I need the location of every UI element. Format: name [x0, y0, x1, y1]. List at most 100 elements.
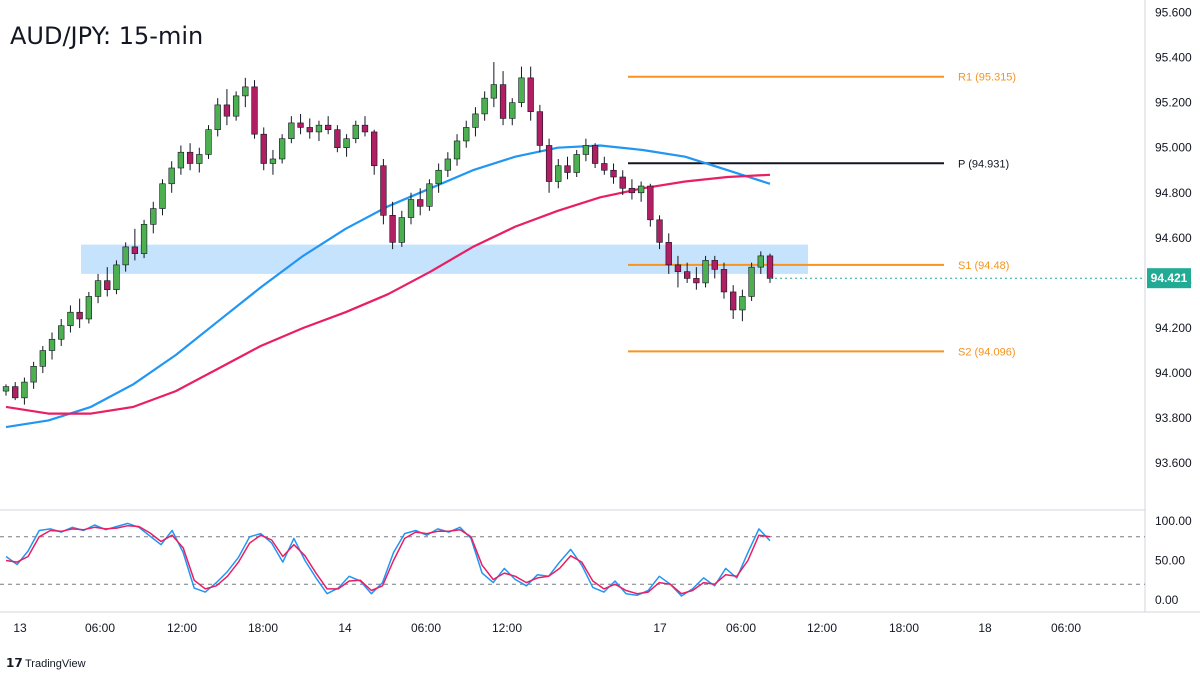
time-tick-label: 06:00 — [411, 621, 441, 635]
candle-down — [251, 86, 258, 135]
price-axis[interactable]: 95.60095.40095.20095.00094.80094.60094.4… — [1155, 6, 1192, 471]
last-price-badge: 94.421 — [1147, 268, 1191, 289]
price-tick-label: 94.600 — [1155, 231, 1192, 245]
candle-down — [334, 129, 341, 149]
candle-up — [472, 113, 479, 128]
candle-up — [702, 260, 709, 284]
level-label-p: P (94.931) — [958, 158, 1009, 170]
price-tick-label: 94.000 — [1155, 366, 1192, 380]
candle-up — [150, 208, 157, 225]
candle-up — [582, 145, 590, 155]
time-tick-label: 13 — [13, 621, 27, 635]
level-label-s1: S1 (94.48) — [958, 260, 1009, 272]
candle-up — [39, 350, 46, 367]
oscillator-axis[interactable]: 100.00 50.00 0.00 — [1155, 514, 1192, 607]
candle-down — [564, 165, 571, 173]
time-tick-label: 18:00 — [889, 621, 919, 635]
time-axis[interactable]: 13 06:00 12:00 18:00 14 06:00 12:00 17 06:00 12:0… — [13, 621, 1081, 635]
candle-up — [288, 122, 295, 140]
candle-up — [573, 154, 580, 173]
candle-down — [361, 124, 369, 133]
candle-down — [656, 219, 663, 243]
candle-down — [223, 104, 231, 117]
time-tick-label: 14 — [338, 621, 352, 635]
oscillator-line-d — [5, 524, 771, 595]
candle-down — [628, 187, 636, 194]
candle-up — [113, 264, 120, 290]
candle-down — [545, 145, 553, 182]
candle-up — [315, 124, 323, 133]
candle-down — [674, 264, 682, 272]
candle-down — [720, 269, 728, 293]
candle-up — [21, 381, 28, 399]
candle-down — [619, 176, 626, 189]
tradingview-logo[interactable]: 𝟭𝟳 TradingView — [6, 656, 86, 670]
oscillator-tick-label: 100.00 — [1155, 514, 1192, 528]
candle-down — [647, 185, 654, 221]
moving-average-blue — [5, 144, 771, 429]
candle-down — [380, 165, 387, 216]
candle-up — [555, 165, 562, 182]
time-tick-label: 06:00 — [1051, 621, 1081, 635]
time-tick-label: 18:00 — [248, 621, 278, 635]
candle-down — [297, 122, 304, 128]
chart-title: AUD/JPY: 15-min — [10, 22, 203, 50]
moving-average-layer — [5, 144, 771, 429]
candle-up — [168, 167, 175, 185]
price-tick-label: 95.000 — [1155, 141, 1192, 155]
candle-up — [122, 246, 129, 266]
candle-down — [76, 311, 83, 320]
support-zone — [81, 244, 808, 274]
moving-average-pink — [5, 173, 771, 415]
price-tick-label: 94.800 — [1155, 186, 1192, 200]
candle-up — [453, 140, 461, 160]
candle-down — [601, 163, 608, 171]
candle-down — [730, 291, 737, 311]
candle-up — [159, 183, 166, 209]
candle-up — [58, 325, 65, 340]
candle-up — [739, 296, 746, 311]
candle-up — [352, 124, 359, 140]
time-tick-label: 12:00 — [492, 621, 522, 635]
candle-up — [85, 296, 92, 320]
candle-down — [131, 246, 139, 254]
oscillator-tick-label: 0.00 — [1155, 593, 1179, 607]
candle-up — [214, 104, 221, 130]
candle-down — [417, 199, 424, 207]
time-tick-label: 17 — [653, 621, 667, 635]
candle-down — [186, 151, 194, 164]
candle-up — [48, 338, 56, 351]
candle-down — [325, 124, 332, 130]
candle-up — [67, 311, 74, 327]
candle-up — [444, 158, 451, 171]
oscillator-tick-label: 50.00 — [1155, 554, 1185, 568]
candle-down — [610, 169, 617, 178]
candlestick-layer — [2, 62, 1145, 405]
oscillator-layer — [0, 522, 1145, 597]
candle-down — [536, 111, 544, 146]
candle-up — [426, 183, 433, 207]
time-tick-label: 12:00 — [807, 621, 837, 635]
candle-down — [684, 271, 691, 279]
candle-up — [637, 185, 645, 194]
candle-up — [509, 102, 516, 119]
time-tick-label: 18 — [978, 621, 992, 635]
pivot-levels-layer: R1 (95.315) P (94.931) S1 (94.48) S2 (94.09… — [628, 72, 1016, 358]
candle-up — [242, 86, 249, 97]
support-zone-layer — [81, 244, 808, 274]
candle-down — [693, 278, 700, 284]
candle-up — [748, 266, 755, 297]
candle-up — [278, 138, 286, 160]
candle-down — [591, 145, 599, 164]
candle-down — [389, 215, 396, 243]
candle-down — [711, 260, 718, 270]
price-tick-label: 95.200 — [1155, 96, 1192, 110]
candle-up — [232, 95, 240, 117]
candle-down — [371, 131, 378, 167]
price-tick-label: 94.200 — [1155, 321, 1192, 335]
candle-up — [269, 158, 277, 164]
candle-down — [665, 242, 672, 266]
last-price-bg — [1147, 268, 1191, 289]
candle-up — [481, 97, 488, 115]
